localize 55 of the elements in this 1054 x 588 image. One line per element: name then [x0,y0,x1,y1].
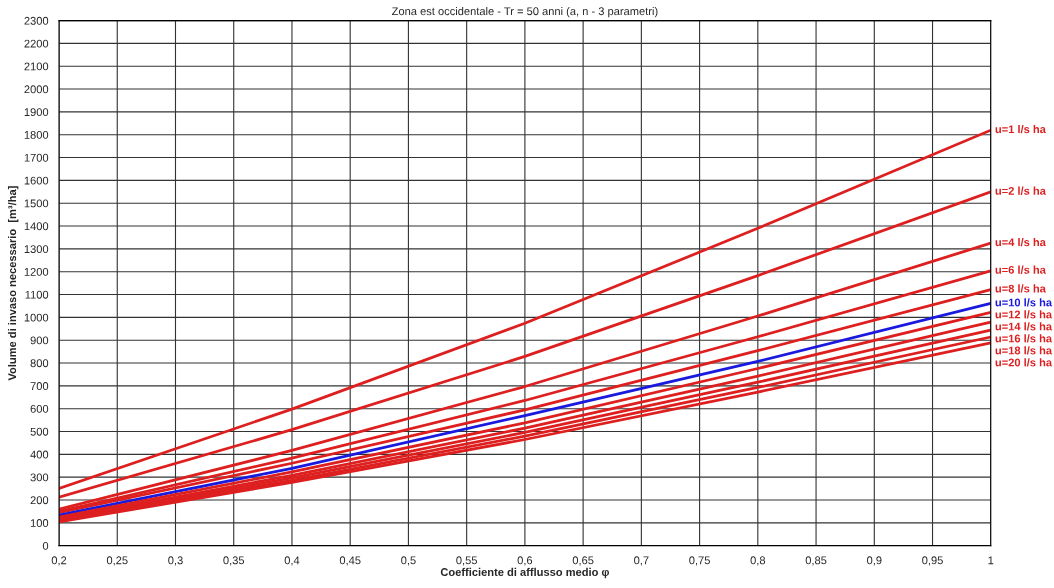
series-label: u=1 l/s ha [995,124,1046,134]
y-tick-label: 1100 [25,290,49,299]
x-tick-label: 1 [988,556,994,565]
x-tick-label: 0,4 [284,556,300,566]
y-tick-label: 800 [30,359,49,368]
x-tick-label: 0,25 [106,556,128,566]
x-tick-label: 0,2 [51,556,67,566]
y-tick-label: 2000 [24,85,49,94]
x-tick-label: 0,35 [223,556,245,566]
series-label: u=4 l/s ha [995,237,1046,247]
y-tick-label: 1000 [24,313,49,322]
x-tick-label: 0,75 [689,556,710,566]
y-tick-label: 1600 [24,176,49,185]
y-tick-label: 100 [30,519,49,527]
y-tick-label: 1200 [24,267,49,276]
y-tick-label: 1800 [24,131,49,139]
series-label: u=8 l/s ha [995,284,1046,293]
series-label: u=20 l/s ha [995,358,1053,367]
chart-title: Zona est occidentale - Tr = 50 anni (a, n - 3 parametri) [392,6,658,18]
series-label: u=16 l/s ha [995,334,1053,343]
series-label: u=12 l/s ha [995,310,1053,319]
y-tick-label: 1300 [24,245,49,254]
x-tick-label: 0,9 [867,556,882,566]
x-tick-label: 0,3 [168,556,183,566]
x-tick-label: 0,45 [339,556,361,566]
y-tick-label: 200 [30,496,49,505]
y-tick-label: 900 [30,336,49,345]
y-tick-label: 1900 [24,108,49,117]
y-tick-label: 300 [30,473,49,482]
y-axis-title: Volume di invaso necessario [m³/ha] [7,186,19,381]
x-tick-label: 0,7 [634,556,649,566]
y-tick-label: 700 [30,382,49,390]
x-tick-label: 0,6 [517,556,533,566]
series-label: u=14 l/s ha [995,322,1053,331]
y-tick-label: 1500 [24,199,49,208]
x-tick-label: 0,5 [401,556,416,566]
x-tick-label: 0,65 [572,556,594,566]
x-axis-title: Coefficiente di afflusso medio φ [440,567,610,579]
x-tick-label: 0,85 [805,556,827,566]
series-label: u=10 l/s ha [995,298,1053,307]
y-tick-label: 1400 [24,222,49,231]
y-tick-label: 2100 [24,62,49,71]
x-tick-label: 0,95 [922,556,943,566]
series-label: u=18 l/s ha [995,346,1053,355]
x-tick-label: 0,55 [456,556,478,566]
x-tick-label: 0,8 [750,556,766,566]
series-label: u=2 l/s ha [995,186,1046,195]
y-tick-label: 600 [30,404,49,413]
y-tick-label: 2300 [24,16,49,25]
y-tick-label: 400 [30,450,49,459]
y-tick-label: 1700 [24,153,49,162]
series-label: u=6 l/s ha [995,265,1046,274]
y-tick-label: 2200 [24,39,49,48]
y-tick-label: 500 [30,427,49,436]
y-tick-label: 0 [42,541,49,550]
